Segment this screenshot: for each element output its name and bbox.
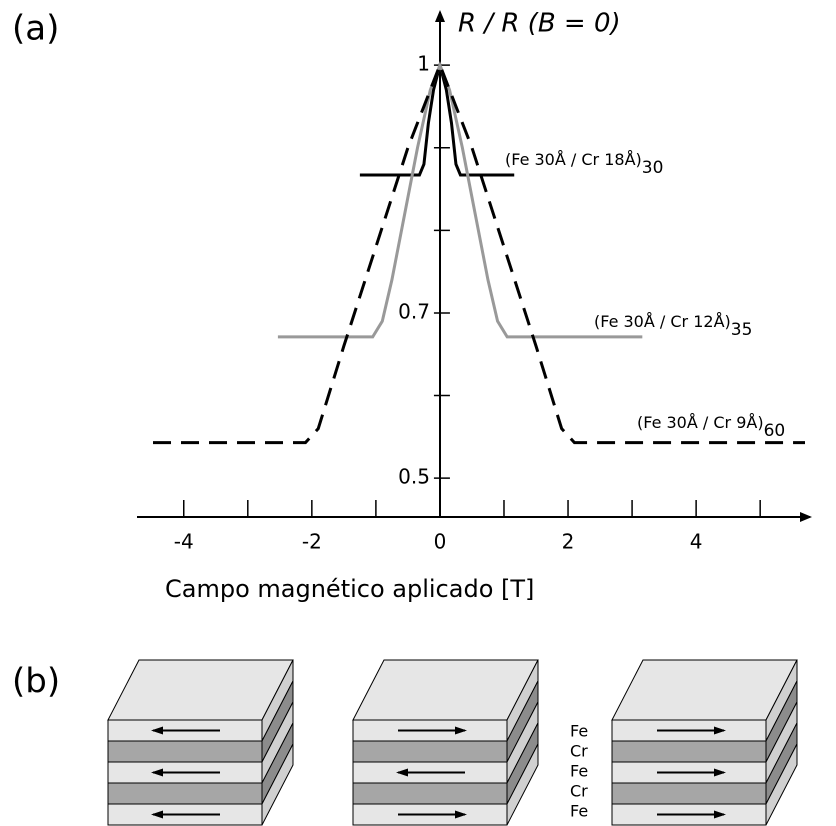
series-label: (Fe 30Å / Cr 9Å)60 [637,413,785,442]
series-line [278,65,642,337]
layer-stack [353,660,538,825]
x-tick-label: -2 [302,530,322,554]
stack-top [353,660,538,720]
panel-label: (b) [12,662,60,702]
series-line [360,65,514,175]
y-axis-label: R / R (B = 0) [458,9,621,39]
layer-front [612,783,766,804]
x-tick-label: 0 [434,530,447,554]
x-tick-label: 4 [690,530,703,554]
series-line [153,65,805,443]
series-name: (Fe 30Å / Cr 9Å) [637,413,764,432]
layer-label: Fe [570,762,588,781]
layer-label: Cr [570,742,588,761]
series-name: (Fe 30Å / Cr 18Å) [505,150,642,169]
panel-label: (a) [12,9,59,49]
stack-top [108,660,293,720]
series-label: (Fe 30Å / Cr 18Å)30 [505,150,663,179]
series-subscript: 60 [764,421,786,441]
x-axis-label: Campo magnético aplicado [T] [165,575,534,603]
y-tick-label: 0.7 [398,299,430,323]
layer-label: Fe [570,802,588,821]
series-subscript: 35 [731,320,753,340]
layer-stack [108,660,293,825]
series-subscript: 30 [642,158,664,178]
layer-front [108,783,262,804]
y-tick-label: 1 [417,52,430,76]
layer-front [353,741,507,762]
layer-front [108,741,262,762]
x-tick-label: 2 [562,530,575,554]
x-tick-label: -4 [174,530,194,554]
layer-stack [612,660,797,825]
layer-front [353,783,507,804]
layer-front [612,741,766,762]
stack-top [612,660,797,720]
series-name: (Fe 30Å / Cr 12Å) [594,312,731,331]
layer-label: Cr [570,782,588,801]
figure: (a) R / R (B = 0) Campo magnético aplica… [0,0,836,826]
y-tick-label: 0.5 [398,465,430,489]
layer-label: Fe [570,722,588,741]
